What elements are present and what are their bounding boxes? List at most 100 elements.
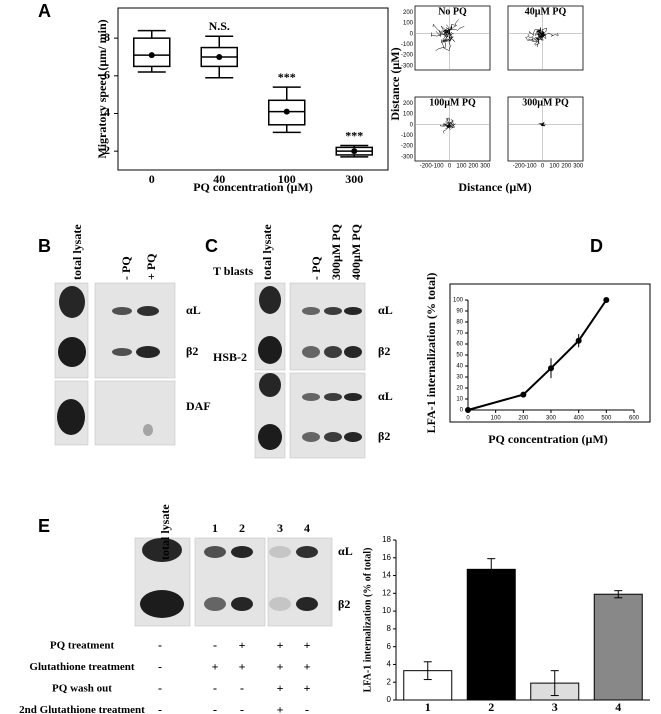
treatment-mark: -	[158, 659, 162, 673]
point	[575, 337, 582, 344]
plot-frame	[117, 7, 389, 171]
y-tick-label: 16	[382, 553, 391, 562]
y-tick-label: 100	[453, 298, 464, 304]
treatment-mark: -	[213, 638, 217, 652]
lane-label: 4	[304, 521, 310, 535]
treatment-mark: -	[158, 681, 162, 695]
y-tick-label: 18	[382, 535, 391, 544]
cell-label: T blasts	[213, 264, 253, 278]
plot-frame	[449, 283, 651, 423]
x-tick-label: 300	[345, 172, 363, 186]
blot-image	[289, 372, 366, 459]
track	[442, 30, 450, 43]
blot-band	[59, 286, 85, 318]
treatment-mark: +	[304, 659, 311, 673]
blot-band	[143, 424, 153, 436]
y-tick-label: 90	[456, 309, 463, 315]
blot-band	[296, 597, 318, 611]
track	[440, 25, 450, 34]
mean	[351, 148, 358, 155]
x-tick-label: 200	[561, 164, 572, 170]
x-axis-title: Distance (µM)	[458, 180, 531, 194]
x-tick-label: 100	[491, 416, 502, 422]
x-tick-label: -200	[420, 164, 433, 170]
blot-band	[324, 432, 342, 442]
x-tick-label: 3	[552, 700, 558, 714]
y-tick-label: 2	[104, 143, 110, 157]
treatment-mark: -	[158, 638, 162, 652]
blot-band	[57, 399, 85, 435]
track	[445, 19, 459, 35]
treatment-mark: -	[240, 681, 244, 695]
track	[435, 31, 451, 42]
track	[528, 29, 543, 37]
point	[603, 297, 610, 303]
blot-band	[112, 307, 132, 315]
band-label: αL	[338, 544, 353, 558]
subplot-title: 40µM PQ	[525, 6, 567, 17]
x-tick-label: 40	[213, 172, 225, 186]
treatment-mark: +	[304, 681, 311, 695]
track	[524, 33, 543, 41]
band-label: β2	[186, 344, 198, 358]
treatment-mark: +	[304, 638, 311, 652]
y-tick-label: -100	[401, 42, 414, 48]
panel-label: E	[38, 516, 50, 536]
treatment-mark: -	[158, 702, 162, 714]
y-tick-label: 50	[456, 353, 463, 359]
lane-label: 1	[212, 521, 218, 535]
treatment-label: PQ treatment	[50, 640, 115, 652]
x-tick-label: 300	[546, 416, 557, 422]
treatment-mark: +	[277, 638, 284, 652]
blot-band	[302, 393, 320, 401]
x-tick-label: 100	[456, 164, 467, 170]
y-tick-label: 40	[456, 364, 463, 370]
point	[520, 391, 527, 398]
lane-label: total lysate	[70, 224, 84, 280]
blot-image	[94, 282, 176, 379]
lane-label: - PQ	[309, 256, 323, 280]
panel-label: A	[38, 1, 51, 21]
track	[542, 123, 545, 125]
y-tick-label: 12	[382, 588, 391, 597]
blot-band	[137, 306, 159, 316]
y-tick-label: 8	[104, 30, 110, 44]
y-axis-title: Distance (µM)	[388, 47, 402, 120]
blot-band	[324, 346, 342, 358]
blot-band	[302, 307, 320, 315]
x-tick-label: 600	[629, 416, 640, 422]
track	[540, 123, 544, 126]
treatment-mark: +	[277, 659, 284, 673]
blot-band	[231, 597, 253, 611]
significance: ***	[278, 70, 296, 84]
x-tick-label: 300	[480, 164, 491, 170]
x-tick-label: 0	[448, 164, 452, 170]
blot-band	[344, 432, 362, 442]
treatment-mark: -	[213, 681, 217, 695]
track	[542, 124, 547, 127]
significance: ***	[345, 128, 363, 142]
track	[541, 31, 559, 37]
subplot-title: 300µM PQ	[522, 97, 569, 108]
lane-label: 400µM PQ	[349, 224, 363, 280]
mean	[283, 108, 290, 115]
panel-label: B	[38, 236, 51, 256]
y-tick-label: 70	[456, 331, 463, 337]
treatment-label: PQ wash out	[52, 683, 112, 695]
plot-frame	[414, 5, 491, 71]
band-label: αL	[378, 389, 393, 403]
blot-band	[231, 546, 253, 558]
lane-label: + PQ	[144, 253, 158, 280]
blot-band	[269, 546, 291, 558]
subplot-title: No PQ	[438, 6, 467, 17]
significance: N.S.	[209, 19, 230, 33]
y-tick-label: 100	[403, 21, 414, 27]
x-tick-label: 4	[615, 700, 621, 714]
cell-label: HSB-2	[213, 350, 247, 364]
blot-band	[259, 286, 281, 314]
x-tick-label: 400	[574, 416, 585, 422]
y-tick-label: 100	[403, 112, 414, 118]
track	[441, 33, 453, 51]
blot-band	[258, 336, 282, 364]
y-tick-label: 10	[456, 397, 463, 403]
